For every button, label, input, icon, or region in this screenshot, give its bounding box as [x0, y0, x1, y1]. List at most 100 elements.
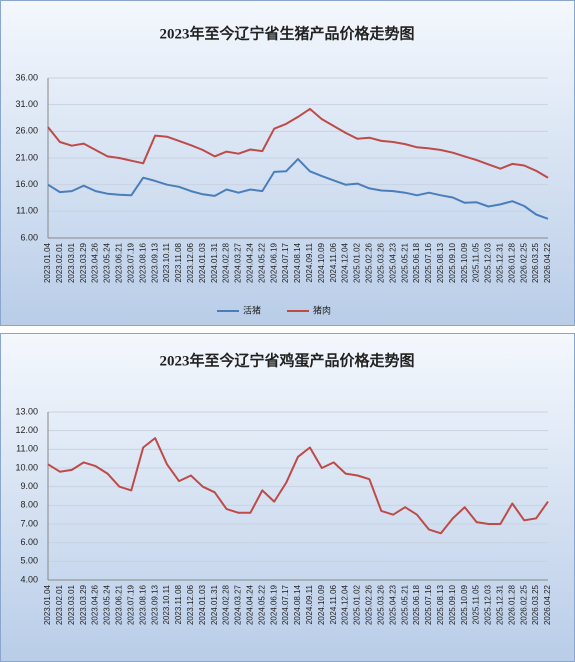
x-tick-label: 2025.09.10	[448, 584, 457, 625]
y-tick-label: 12.00	[15, 425, 38, 435]
x-tick-label: 2025.04.23	[388, 584, 397, 625]
x-tick-label: 2025.10.09	[460, 584, 469, 625]
x-tick-label: 2025.09.10	[448, 242, 457, 283]
x-tick-label: 2023.04.26	[91, 584, 100, 625]
x-tick-label: 2024.09.11	[305, 242, 314, 282]
x-tick-label: 2025.11.05	[472, 242, 481, 282]
panel	[0, 0, 575, 326]
x-tick-label: 2025.12.03	[484, 242, 493, 283]
x-tick-label: 2025.06.18	[412, 242, 421, 283]
x-tick-label: 2023.09.13	[150, 242, 159, 283]
y-tick-label: 4.00	[20, 574, 38, 584]
x-tick-label: 2023.07.19	[126, 242, 135, 283]
x-tick-label: 2024.05.22	[257, 584, 266, 625]
x-tick-label: 2024.02.28	[222, 242, 231, 283]
x-tick-label: 2025.05.21	[400, 242, 409, 283]
x-tick-label: 2024.01.31	[210, 242, 219, 283]
panel	[0, 333, 575, 662]
x-tick-label: 2025.02.26	[365, 584, 374, 625]
x-tick-label: 2024.01.03	[198, 584, 207, 625]
x-tick-label: 2025.11.05	[472, 584, 481, 624]
x-tick-label: 2024.08.14	[293, 584, 302, 625]
x-tick-label: 2025.03.26	[376, 584, 385, 625]
y-tick-label: 9.00	[20, 481, 38, 491]
y-tick-label: 16.00	[15, 179, 38, 189]
x-tick-label: 2023.04.26	[91, 242, 100, 283]
x-tick-label: 2025.06.18	[412, 584, 421, 625]
line-series	[47, 107, 549, 179]
y-tick-label: 11.00	[16, 444, 38, 454]
x-tick-label: 2023.10.11	[162, 242, 171, 282]
x-tick-label: 2025.07.16	[424, 242, 433, 283]
x-tick-label: 2026.01.28	[507, 242, 516, 283]
x-tick-label: 2024.01.03	[198, 242, 207, 283]
x-tick-label: 2024.08.14	[293, 242, 302, 283]
x-tick-label: 2026.03.25	[531, 584, 540, 625]
x-tick-label: 2026.01.28	[507, 584, 516, 625]
y-tick-label: 31.00	[15, 99, 38, 109]
x-tick-label: 2023.06.21	[115, 584, 124, 625]
x-tick-label: 2023.10.11	[162, 584, 171, 624]
x-tick-label: 2024.04.24	[245, 242, 254, 283]
x-tick-label: 2023.02.01	[55, 584, 64, 625]
x-tick-label: 2026.04.22	[543, 242, 552, 283]
y-tick-label: 21.00	[15, 152, 38, 162]
x-tick-label: 2023.05.24	[103, 584, 112, 625]
x-tick-label: 2024.09.11	[305, 584, 314, 624]
x-tick-label: 2024.07.17	[281, 242, 290, 283]
x-tick-label: 2025.01.02	[353, 242, 362, 283]
x-tick-label: 2024.12.04	[341, 242, 350, 283]
x-tick-label: 2023.01.04	[43, 242, 52, 283]
x-tick-label: 2023.07.19	[126, 584, 135, 625]
x-tick-label: 2023.03.29	[79, 584, 88, 625]
x-tick-label: 2023.08.16	[138, 242, 147, 283]
x-tick-label: 2023.01.04	[43, 584, 52, 625]
x-tick-label: 2023.12.06	[186, 242, 195, 283]
x-tick-label: 2025.07.16	[424, 584, 433, 625]
x-tick-label: 2025.05.21	[400, 584, 409, 625]
x-tick-label: 2023.09.13	[150, 584, 159, 625]
x-tick-label: 2024.12.04	[341, 584, 350, 625]
y-tick-label: 11.00	[16, 206, 38, 216]
x-tick-label: 2024.03.27	[234, 584, 243, 625]
y-tick-label: 6.00	[20, 537, 38, 547]
x-tick-label: 2024.06.19	[269, 584, 278, 625]
line-series	[47, 158, 549, 220]
y-tick-label: 7.00	[20, 518, 38, 528]
x-tick-label: 2024.04.24	[245, 584, 254, 625]
x-tick-label: 2023.08.16	[138, 584, 147, 625]
x-tick-label: 2026.02.25	[519, 584, 528, 625]
x-tick-label: 2023.12.06	[186, 584, 195, 625]
y-tick-label: 13.00	[15, 406, 38, 416]
x-tick-label: 2023.02.01	[55, 242, 64, 283]
x-tick-label: 2023.05.24	[103, 242, 112, 283]
y-tick-label: 6.00	[20, 232, 38, 242]
legend-label: 猪肉	[313, 304, 331, 315]
legend-label: 活猪	[243, 304, 261, 315]
x-tick-label: 2024.11.06	[329, 584, 338, 624]
x-tick-label: 2024.10.09	[317, 584, 326, 625]
x-tick-label: 2025.12.31	[495, 242, 504, 283]
x-tick-label: 2023.06.21	[115, 242, 124, 283]
x-tick-label: 2023.03.01	[67, 242, 76, 283]
x-tick-label: 2026.04.22	[543, 584, 552, 625]
y-tick-label: 8.00	[20, 500, 38, 510]
x-tick-label: 2024.07.17	[281, 584, 290, 625]
x-tick-label: 2026.03.25	[531, 242, 540, 283]
x-tick-label: 2024.03.27	[234, 242, 243, 283]
y-tick-label: 10.00	[15, 462, 38, 472]
x-tick-label: 2024.06.19	[269, 242, 278, 283]
x-tick-label: 2024.11.06	[329, 242, 338, 282]
y-tick-label: 5.00	[20, 556, 38, 566]
x-tick-label: 2023.11.08	[174, 242, 183, 282]
x-tick-label: 2025.12.31	[495, 584, 504, 625]
x-tick-label: 2025.02.26	[365, 242, 374, 283]
line-series	[47, 437, 549, 535]
x-tick-label: 2024.02.28	[222, 584, 231, 625]
chart-title: 2023年至今辽宁省生猪产品价格走势图	[159, 24, 414, 42]
x-tick-label: 2025.03.26	[376, 242, 385, 283]
x-tick-label: 2025.01.02	[353, 584, 362, 625]
x-tick-label: 2023.03.01	[67, 584, 76, 625]
x-tick-label: 2024.10.09	[317, 242, 326, 283]
